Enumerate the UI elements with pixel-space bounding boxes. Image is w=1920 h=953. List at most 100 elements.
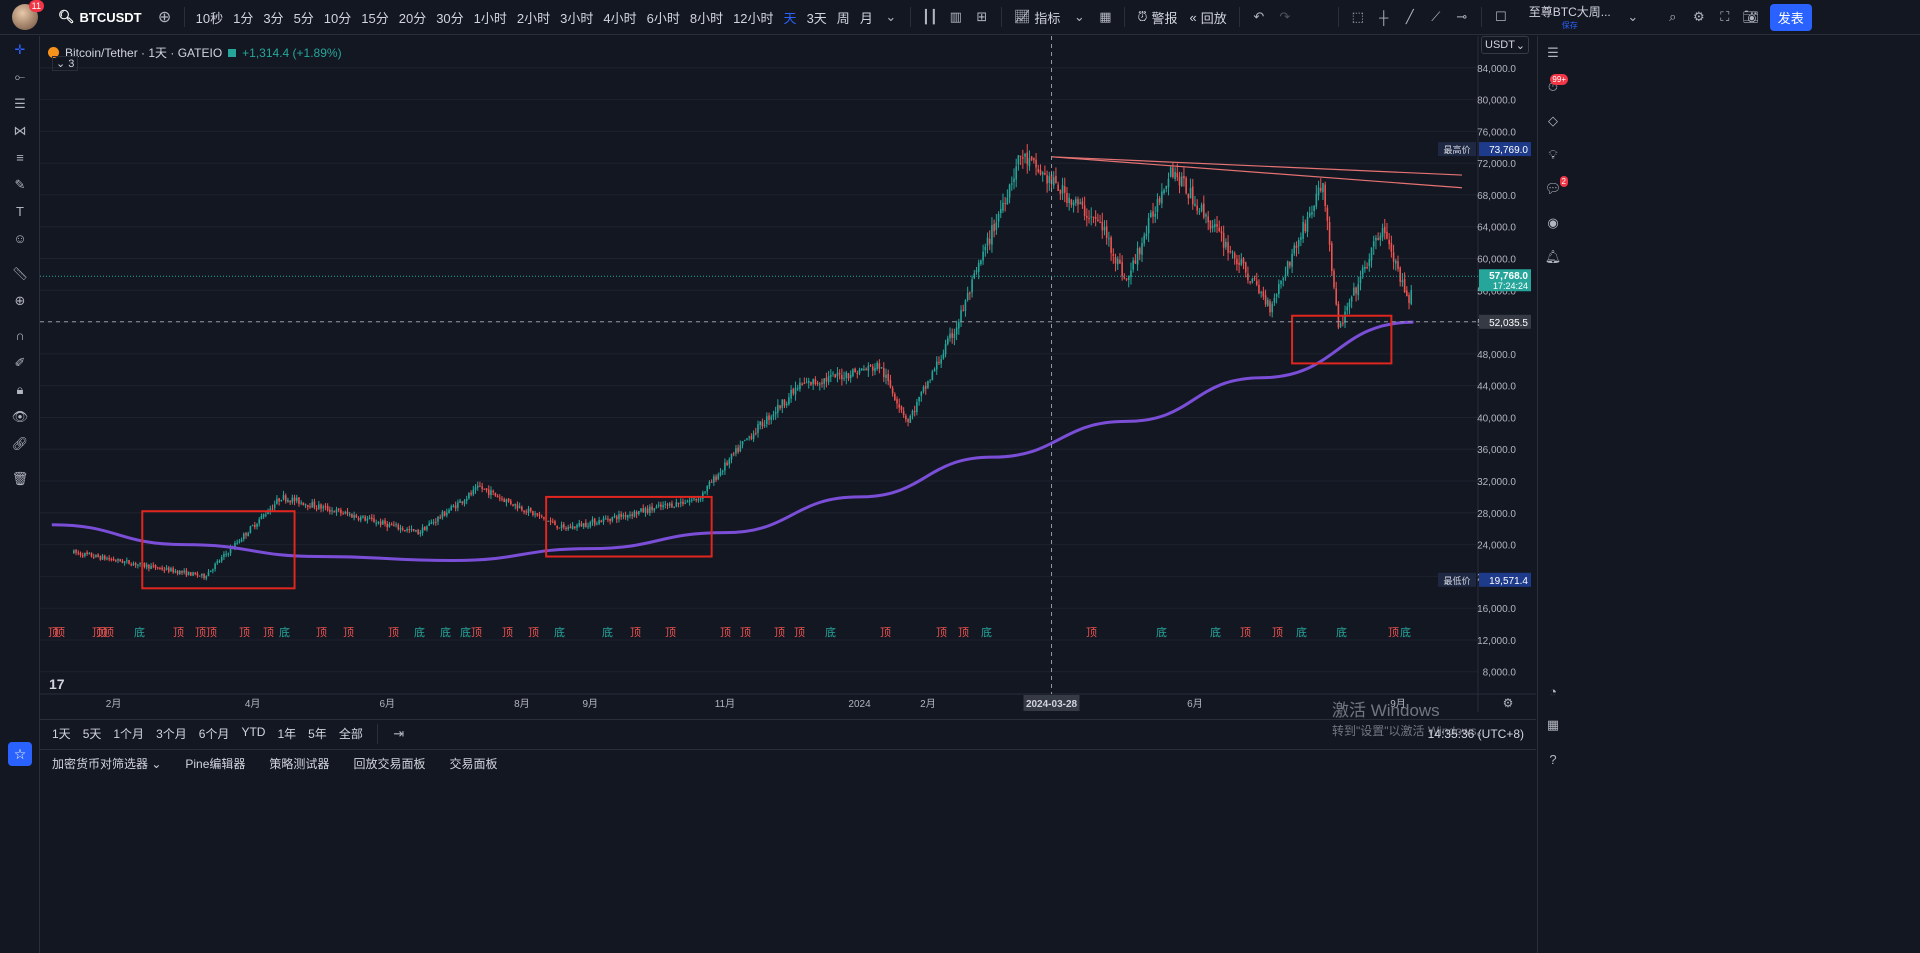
indicators-button[interactable]: 📈︎ 指标 (1008, 8, 1067, 27)
emoji-tool-icon[interactable]: ☺ (13, 231, 27, 246)
replay-button[interactable]: «回放 (1184, 8, 1233, 27)
trend-line-tool-icon[interactable]: ⟜ (14, 68, 26, 84)
magnet-icon[interactable]: ∩ (15, 328, 25, 343)
range-0[interactable]: 1天 (52, 727, 71, 741)
settings-gear-icon[interactable]: ⚙ (1692, 9, 1705, 24)
axis-settings-gear-icon[interactable]: ⚙ (1503, 696, 1514, 710)
goto-date-icon[interactable]: ⇥ (393, 725, 405, 741)
timeframe-15[interactable]: 天 (783, 10, 797, 26)
horizontal-ray-icon[interactable]: ⊸ (1456, 9, 1468, 24)
redo-icon[interactable]: ↷ (1279, 9, 1291, 24)
highlight-box[interactable] (141, 510, 296, 590)
selection-tool-icon[interactable]: ⬚ (1351, 9, 1364, 24)
timeframe-9[interactable]: 2小时 (516, 10, 551, 26)
help-icon[interactable]: ? (1549, 751, 1557, 767)
undo-icon[interactable]: ↶ (1253, 9, 1265, 24)
candle (1361, 264, 1364, 279)
visibility-eye-icon[interactable]: 👁︎ (11, 408, 29, 424)
panel-tab-0[interactable]: 加密货币对筛选器 ⌄ (52, 757, 162, 771)
trend-line-icon[interactable]: ╱ (1405, 9, 1414, 24)
candle (84, 552, 86, 558)
crosshair-icon[interactable]: ✛ (14, 42, 26, 57)
watchlist-icon[interactable]: ☰ (1547, 45, 1559, 60)
price-chart[interactable]: 84,000.0 80,000.0 76,000.0 72,000.0 68,000.0… (40, 36, 1536, 712)
timeframe-11[interactable]: 4小时 (603, 10, 637, 26)
range-5[interactable]: YTD (241, 725, 266, 739)
fullscreen-icon[interactable]: ⛶ (1720, 9, 1730, 24)
layers-icon[interactable]: ◇ (1548, 113, 1558, 128)
notification-bell-icon[interactable]: 🔔︎ (1544, 249, 1562, 264)
ruler-tool-icon[interactable]: 📏︎ (11, 265, 29, 281)
chat-icon[interactable]: 💬︎ 2 (1544, 176, 1568, 196)
timeframe-dropdown-icon[interactable]: ⌄ (885, 9, 897, 24)
range-3[interactable]: 3个月 (156, 727, 187, 741)
brush-tool-icon[interactable]: ✎ (14, 176, 26, 192)
range-2[interactable]: 1个月 (113, 727, 145, 741)
indicators-dropdown-icon[interactable]: ⌄ (1073, 9, 1085, 24)
user-avatar[interactable]: 11 (12, 0, 44, 30)
forecast-tool-icon[interactable]: ≡ (16, 150, 24, 165)
panel-tab-1[interactable]: Pine编辑器 (185, 757, 246, 771)
timeframe-1[interactable]: 1分 (233, 10, 254, 26)
panel-tab-4[interactable]: 交易面板 (449, 757, 498, 771)
highlight-box[interactable] (1291, 314, 1393, 365)
ray-line-icon[interactable]: ⟋ (1431, 9, 1441, 24)
vertical-line-icon[interactable]: ┼ (1379, 9, 1389, 25)
range-1[interactable]: 5天 (82, 727, 102, 741)
fib-tool-icon[interactable]: ☰ (14, 95, 26, 111)
candle-type-icon[interactable]: ┃┃ (922, 9, 938, 24)
timeframe-5[interactable]: 15分 (361, 10, 389, 26)
pattern-tool-icon[interactable]: ⋈ (13, 122, 27, 138)
timeframe-6[interactable]: 20分 (398, 10, 427, 26)
publish-button[interactable]: 发表 (1769, 3, 1812, 31)
timeframe-2[interactable]: 3分 (263, 10, 284, 26)
timeframe-16[interactable]: 3天 (806, 10, 827, 26)
templates-icon[interactable]: ▦ (1099, 9, 1112, 24)
trend-line-lower[interactable] (1051, 156, 1463, 189)
link-icon[interactable]: 🔗︎ (11, 435, 29, 451)
bar-type-icon[interactable]: ▥ (949, 9, 962, 24)
favorites-star-icon[interactable]: ☆ (8, 742, 32, 766)
symbol-search[interactable]: 🔍︎ BTCUSDT (58, 9, 142, 25)
live-stream-icon[interactable]: ◉ (1547, 215, 1559, 230)
stay-drawing-icon[interactable]: ✐ (14, 354, 26, 370)
timeframe-17[interactable]: 周 (836, 10, 850, 26)
range-4[interactable]: 6个月 (198, 727, 230, 741)
chart-style-icon[interactable]: ⊞ (976, 9, 988, 24)
timeframe-0[interactable]: 10秒 (195, 10, 224, 26)
lock-icon[interactable]: 🔒︎ (16, 381, 24, 397)
timeframe-3[interactable]: 5分 (293, 10, 314, 26)
layout-checkbox-icon[interactable]: ☐ (1494, 9, 1507, 24)
timeframe-14[interactable]: 12小时 (733, 10, 774, 26)
highlight-box[interactable] (545, 495, 713, 558)
timezone-clock[interactable]: 14:35:36 (UTC+8) (1427, 726, 1524, 741)
layout-name-block[interactable]: 至尊BTC大周... 保存 (1520, 3, 1620, 31)
currency-select[interactable]: USDT ⌄ (1481, 36, 1529, 54)
quick-search-icon[interactable]: ⌕ (1669, 9, 1677, 24)
timeframe-8[interactable]: 1小时 (473, 10, 507, 26)
trend-line-upper[interactable] (1051, 156, 1463, 176)
timeframe-4[interactable]: 10分 (323, 10, 352, 26)
range-8[interactable]: 全部 (338, 727, 363, 741)
panel-tab-3[interactable]: 回放交易面板 (353, 757, 426, 771)
alerts-clock-icon[interactable]: ⏱ 99+ (1547, 74, 1568, 94)
compare-symbol-button[interactable]: ⊕ (157, 9, 172, 26)
indicator-collapse-toggle[interactable]: ⌄ 3 (52, 56, 79, 71)
timeframe-12[interactable]: 6小时 (646, 10, 680, 26)
ideas-bulb-icon[interactable]: 💡︎ (1548, 147, 1558, 162)
timeframe-7[interactable]: 30分 (436, 10, 464, 26)
speedometer-icon[interactable]: ◔ (1549, 683, 1557, 699)
timeframe-13[interactable]: 8小时 (689, 10, 724, 26)
calendar-icon[interactable]: ▦ (1546, 717, 1560, 732)
text-tool-icon[interactable]: T (16, 204, 24, 219)
snapshot-camera-icon[interactable]: 📷︎ (1742, 9, 1760, 24)
zoom-in-icon[interactable]: ⊕ (14, 292, 26, 308)
timeframe-18[interactable]: 月 (859, 10, 873, 26)
layout-dropdown-icon[interactable]: ⌄ (1627, 9, 1639, 24)
panel-tab-2[interactable]: 策略测试器 (269, 757, 330, 771)
range-6[interactable]: 1年 (277, 727, 297, 741)
trash-icon[interactable]: 🗑︎ (11, 470, 29, 486)
timeframe-10[interactable]: 3小时 (560, 10, 594, 26)
alert-button[interactable]: ⏰︎ 警报 (1131, 8, 1183, 27)
range-7[interactable]: 5年 (308, 727, 327, 741)
